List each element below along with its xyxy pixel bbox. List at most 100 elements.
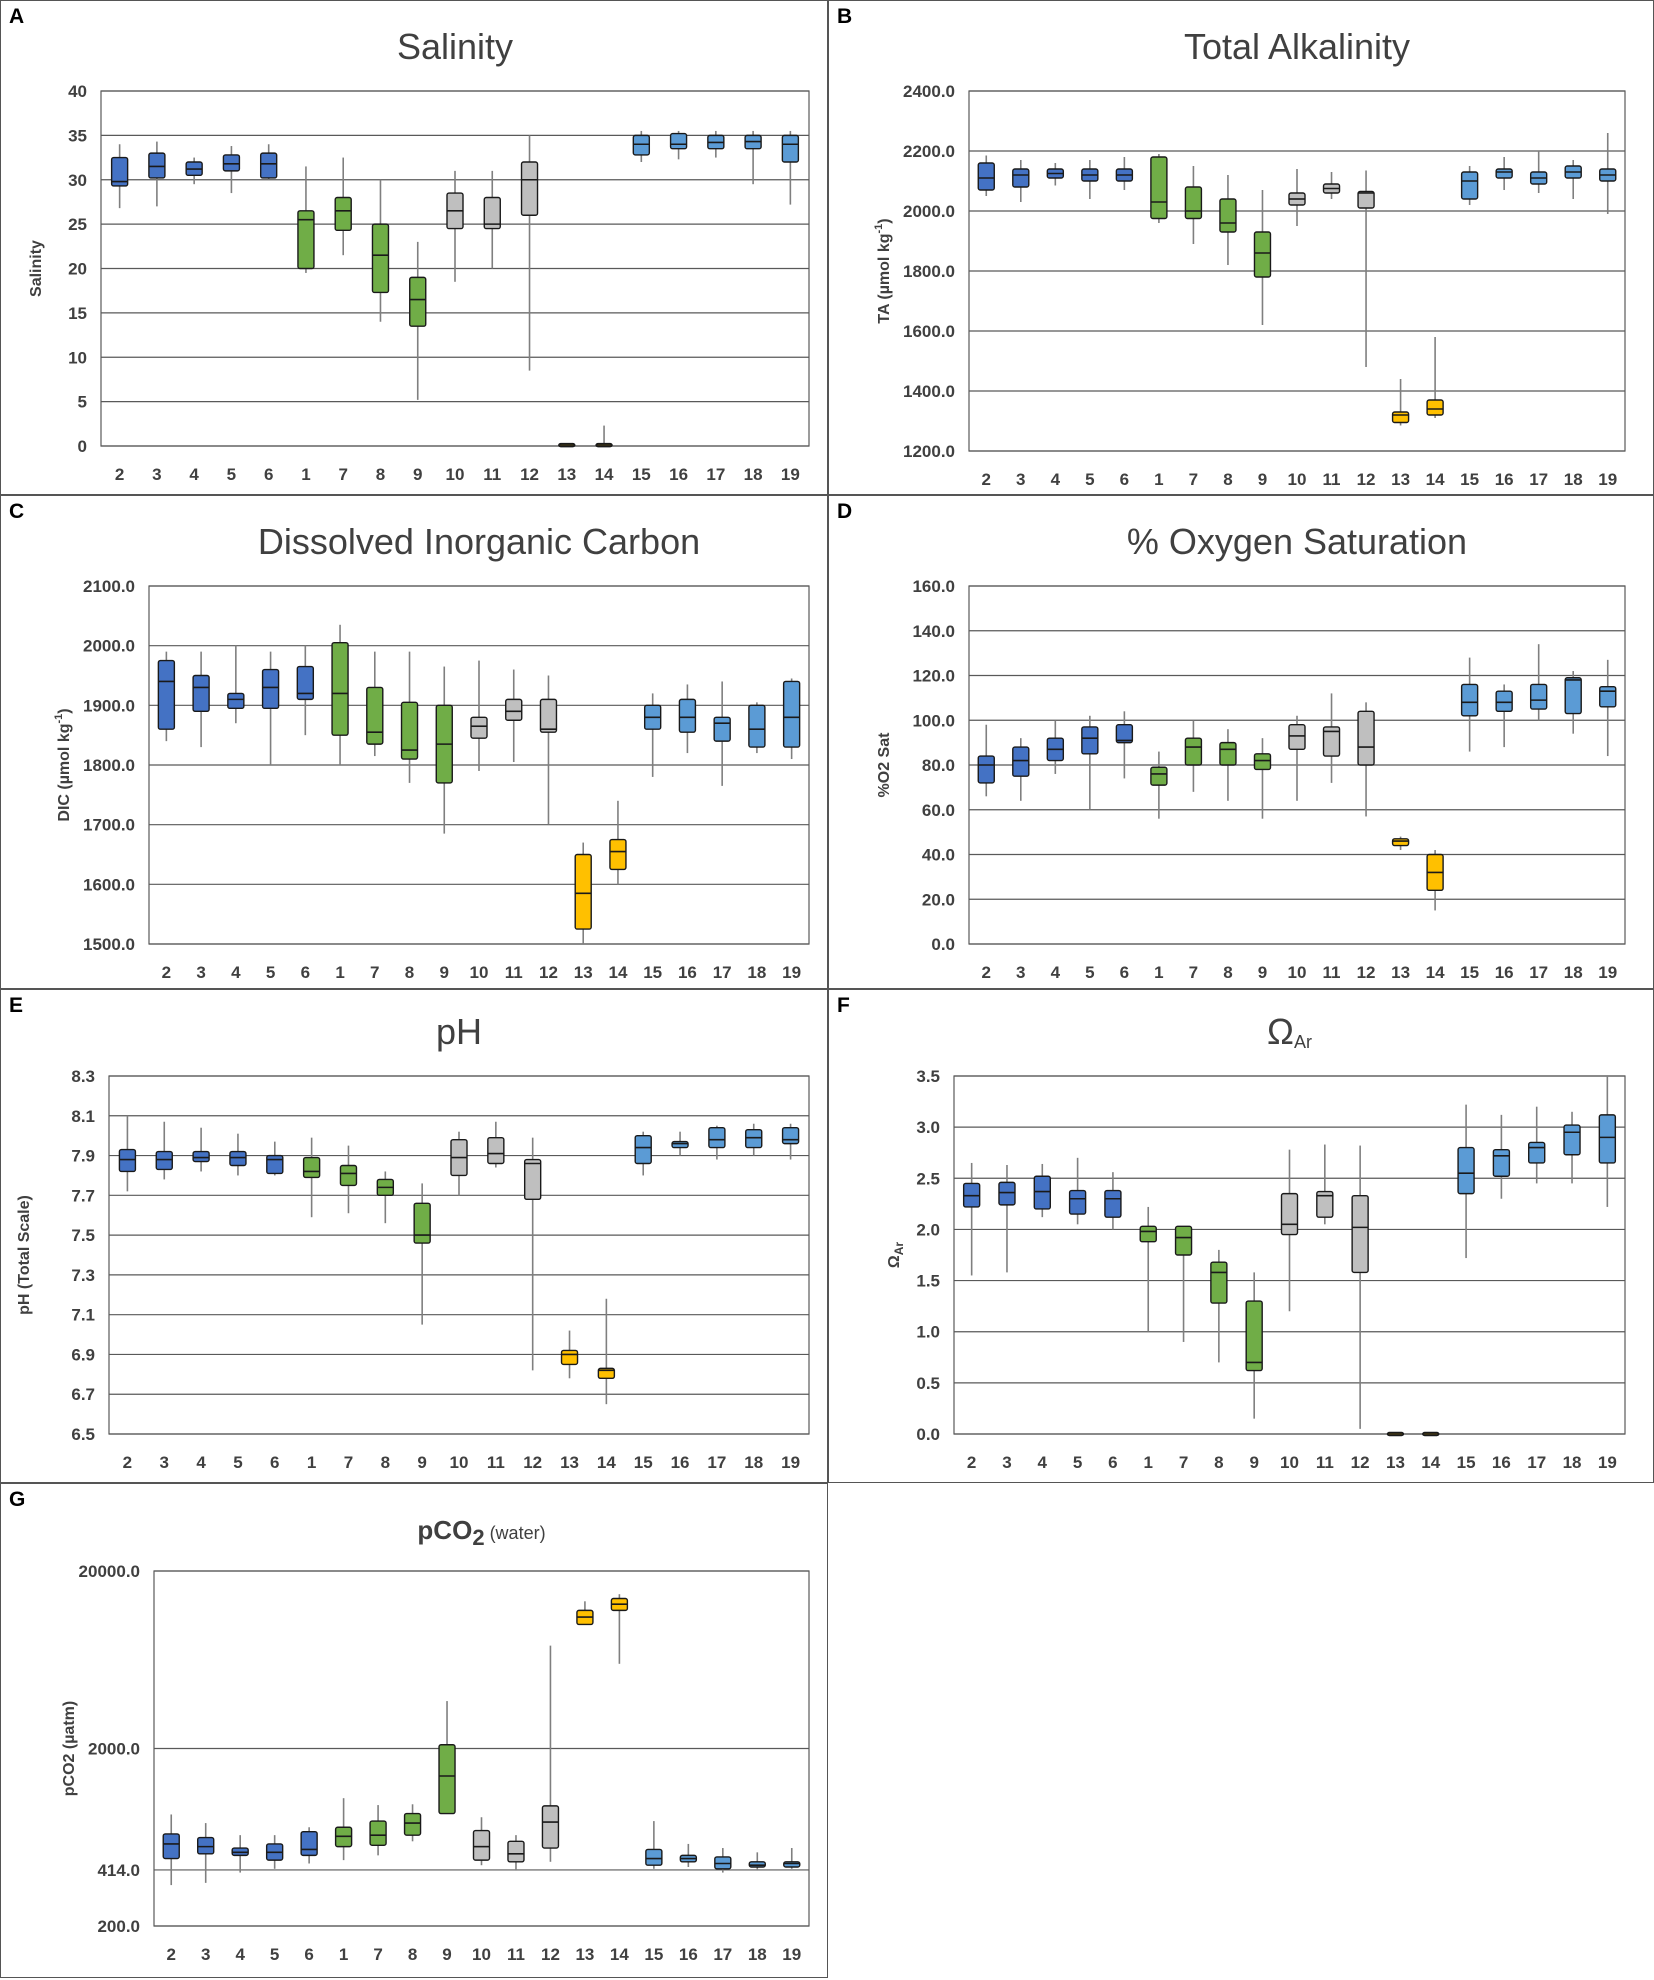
box-b-site-11 [1322,172,1341,199]
box-a-site-1 [297,166,315,273]
box-body [1033,1175,1051,1210]
box-body [1529,683,1548,710]
x-tick-label-c: 8 [405,963,414,982]
box-body [229,1150,247,1167]
y-tick-label-c: 1700.0 [83,816,135,835]
x-tick-label-g: 3 [201,1945,210,1964]
y-tick-label-d: 60.0 [922,801,955,820]
x-tick-label-b: 14 [1426,470,1445,489]
box-body [1460,683,1479,717]
y-axis-label-b: TA (µmol kg-1) [873,218,893,323]
box-d-site-11 [1322,693,1341,783]
x-tick-label-g: 10 [472,1945,491,1964]
box-b-site-14 [1426,337,1444,418]
box-body [162,1833,180,1860]
box-d-site-13 [1391,836,1410,851]
x-tick-label-g: 1 [339,1945,348,1964]
y-tick-label-b: 1800.0 [903,262,955,281]
box-c-site-5 [261,651,280,765]
box-c-site-1 [331,624,349,765]
x-tick-label-a: 6 [264,465,273,484]
box-d-site-8 [1219,729,1237,801]
box-body [369,1820,387,1846]
y-tick-label-b: 2000.0 [903,202,955,221]
y-tick-label-f: 0.0 [916,1425,940,1444]
x-tick-label-a: 5 [227,465,236,484]
x-tick-label-c: 5 [266,963,275,982]
box-f-site-16 [1492,1114,1511,1199]
y-tick-label-a: 35 [68,126,87,145]
box-f-site-14 [1422,1431,1440,1437]
box-body [259,152,278,179]
box-g-site-1 [334,1798,353,1861]
box-a-site-14 [595,425,613,448]
x-tick-label-a: 11 [483,465,501,484]
x-tick-label-d: 11 [1323,963,1341,982]
box-d-site-6 [1115,711,1134,779]
box-body [192,674,210,712]
box-body [781,1127,800,1145]
box-body [1598,1114,1617,1164]
box-e-site-8 [376,1171,395,1224]
x-tick-label-c: 2 [162,963,171,982]
panel-b: B Total Alkalinity 1200.0 1400.0 1600.0 1800… [828,0,1654,495]
box-b-site-5 [1081,160,1099,199]
x-tick-label-f: 17 [1527,1453,1546,1472]
y-tick-label-b: 1200.0 [903,442,955,461]
box-d-site-15 [1460,657,1479,752]
x-tick-label-g: 5 [270,1945,279,1964]
x-tick-label-g: 11 [507,1945,525,1964]
plot-area-e [108,1075,810,1435]
box-body [157,659,176,730]
y-tick-label-f: 2.0 [916,1220,940,1239]
box-g-site-3 [197,1823,215,1883]
box-c-site-15 [643,693,662,777]
x-tick-label-e: 7 [344,1453,353,1472]
x-tick-label-f: 16 [1492,1453,1511,1472]
box-c-site-4 [227,645,245,724]
x-tick-label-d: 5 [1085,963,1094,982]
x-tick-label-g: 17 [713,1945,732,1964]
panel-letter-b: B [837,5,853,28]
box-body [539,698,558,733]
box-body [574,853,592,930]
panel-a: A Salinity 0 5 10 15 20 25 30 35 40 Salinity 2 3 4 5 6 1… [0,0,828,495]
box-e-site-6 [266,1141,284,1176]
box-g-site-6 [300,1827,318,1864]
box-a-site-18 [744,130,762,185]
box-body [783,1861,801,1868]
x-tick-label-b: 17 [1529,470,1548,489]
box-body [1174,1225,1193,1256]
x-tick-label-g: 9 [442,1945,451,1964]
box-body [745,1128,763,1149]
x-tick-label-e: 9 [417,1453,426,1472]
x-tick-label-b: 19 [1598,470,1617,489]
y-tick-label-d: 0.0 [931,935,955,954]
box-d-site-3 [1012,738,1030,801]
box-body [297,210,315,270]
x-tick-label-a: 7 [338,465,347,484]
box-e-site-7 [339,1145,358,1214]
box-a-site-4 [185,157,203,185]
box-body [472,1829,491,1861]
box-body [470,716,488,739]
y-tick-label-b: 1600.0 [903,322,955,341]
x-tick-label-e: 4 [196,1453,206,1472]
box-f-site-8 [1210,1249,1228,1363]
box-body [523,1158,542,1201]
x-tick-label-b: 10 [1288,470,1307,489]
box-g-site-12 [541,1645,560,1862]
x-tick-label-d: 7 [1189,963,1198,982]
y-tick-label-e: 7.5 [71,1226,95,1245]
box-g-site-13 [576,1601,594,1626]
box-b-site-13 [1391,379,1410,426]
box-d-site-16 [1495,684,1513,748]
y-tick-label-e: 6.5 [71,1425,95,1444]
x-tick-label-b: 16 [1495,470,1514,489]
y-tick-label-a: 0 [78,437,87,456]
box-e-site-1 [302,1137,321,1218]
plot-area-b [968,90,1626,452]
x-tick-label-e: 10 [450,1453,469,1472]
x-tick-label-b: 12 [1357,470,1376,489]
chart-title-b: Total Alkalinity [1184,26,1410,67]
